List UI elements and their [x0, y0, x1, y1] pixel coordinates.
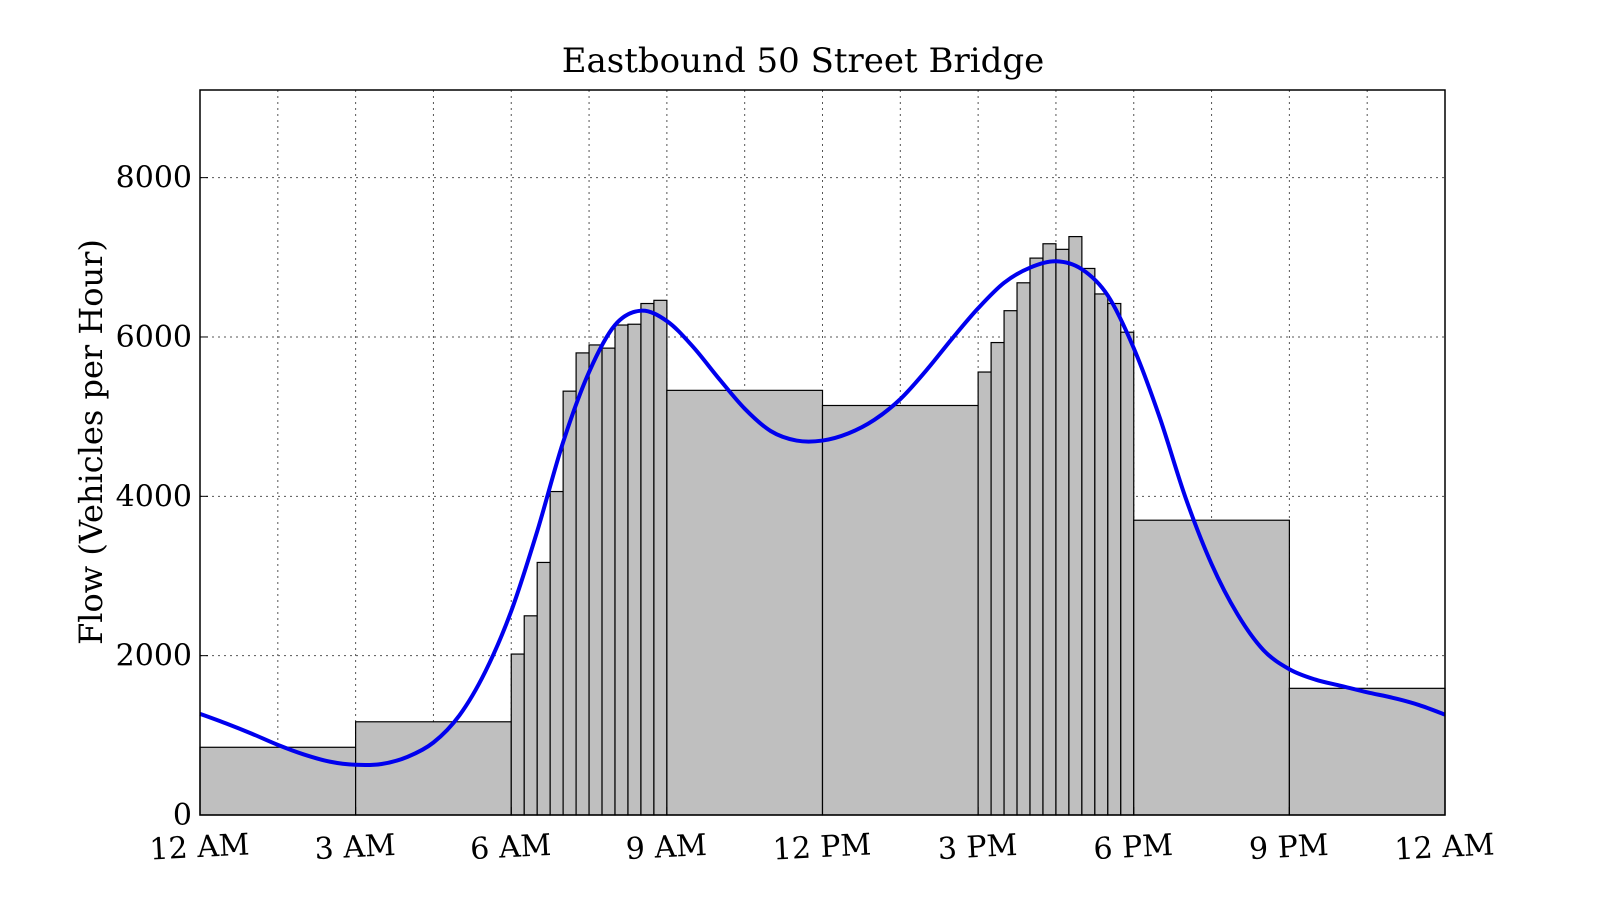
bar: [1094, 293, 1109, 816]
bar: [614, 324, 629, 816]
bar: [1120, 331, 1135, 816]
x-tick-label: 3 PM: [937, 828, 1018, 867]
y-tick-label: 4000: [116, 479, 192, 514]
y-tick-label: 0: [173, 798, 192, 833]
bar: [575, 352, 590, 816]
bar: [1068, 235, 1083, 816]
bar: [990, 341, 1005, 816]
y-axis-label: Flow (Vehicles per Hour): [72, 239, 110, 645]
x-tick-label: 6 AM: [469, 828, 552, 867]
bar: [549, 490, 564, 816]
x-tick-label: 12 AM: [149, 827, 251, 867]
bar: [1081, 267, 1096, 816]
x-tick-label: 12 PM: [772, 827, 872, 867]
x-tick-label: 9 PM: [1248, 828, 1329, 867]
bar: [536, 561, 551, 816]
bar: [1107, 302, 1122, 816]
y-tick-label: 6000: [116, 320, 192, 355]
x-tick-label: 3 AM: [314, 828, 397, 867]
grid: [200, 90, 1445, 815]
bar: [977, 371, 992, 816]
x-tick-label: 9 AM: [625, 828, 708, 867]
bar: [640, 302, 655, 816]
bar: [1133, 519, 1290, 816]
bar: [1016, 282, 1031, 816]
bar: [562, 390, 577, 816]
bar: [1055, 248, 1070, 816]
bar: [1029, 257, 1044, 816]
bar: [627, 323, 642, 816]
y-tick-label: 8000: [116, 161, 192, 196]
bar: [653, 299, 668, 816]
bar: [821, 404, 979, 816]
x-tick-label: 12 AM: [1394, 827, 1496, 867]
bar: [355, 721, 512, 816]
bar: [523, 615, 538, 816]
smoothed-curve: [199, 259, 1446, 768]
bar: [1042, 243, 1057, 816]
curve-line: [199, 259, 1446, 768]
chart-title: Eastbound 50 Street Bridge: [562, 41, 1045, 81]
y-tick-label: 2000: [116, 639, 192, 674]
bars: [199, 235, 1446, 816]
bar: [588, 344, 603, 816]
x-tick-label: 6 PM: [1093, 828, 1174, 867]
bar: [601, 347, 616, 816]
bar: [666, 389, 824, 816]
bar: [199, 746, 357, 816]
bar: [510, 653, 525, 816]
bar: [1003, 310, 1018, 816]
tick-labels: 12 AM 3 AM 6 AM 9 AM 12 PM 3 PM 6 PM 9 PM 12 AM0…: [116, 161, 1496, 868]
